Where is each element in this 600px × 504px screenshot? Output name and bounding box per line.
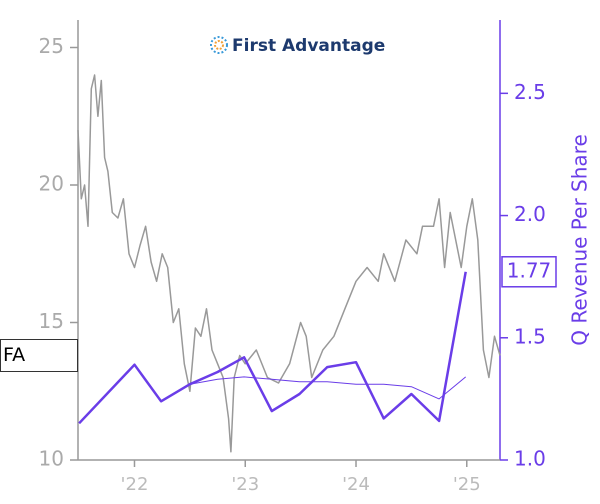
ticker-box: [0, 339, 78, 372]
last-value-label: 1.77: [507, 258, 552, 282]
y2-tick-label: 1.0: [514, 447, 546, 471]
y2-axis-label: Q Revenue Per Share: [568, 134, 592, 346]
x-tick-label: '24: [342, 474, 370, 495]
series-line: [189, 376, 467, 400]
y2-tick-label: 1.5: [514, 324, 546, 348]
y2-tick-label: 2.0: [514, 202, 546, 226]
x-tick-label: '23: [231, 474, 259, 495]
x-tick-label: '25: [453, 474, 481, 495]
y-tick-label: 15: [39, 309, 64, 333]
y2-tick-label: 2.5: [514, 80, 546, 104]
logo-icon: [210, 36, 228, 54]
series-line: [77, 74, 501, 453]
ticker-label: FA: [3, 344, 25, 366]
y-tick-label: 25: [39, 34, 64, 58]
series-line: [78, 271, 467, 425]
y-tick-label: 20: [39, 172, 64, 196]
y-tick-label: 10: [39, 447, 64, 471]
last-value-box: [501, 256, 557, 288]
x-tick-label: '22: [121, 474, 149, 495]
chart-title: First Advantage: [232, 36, 385, 56]
